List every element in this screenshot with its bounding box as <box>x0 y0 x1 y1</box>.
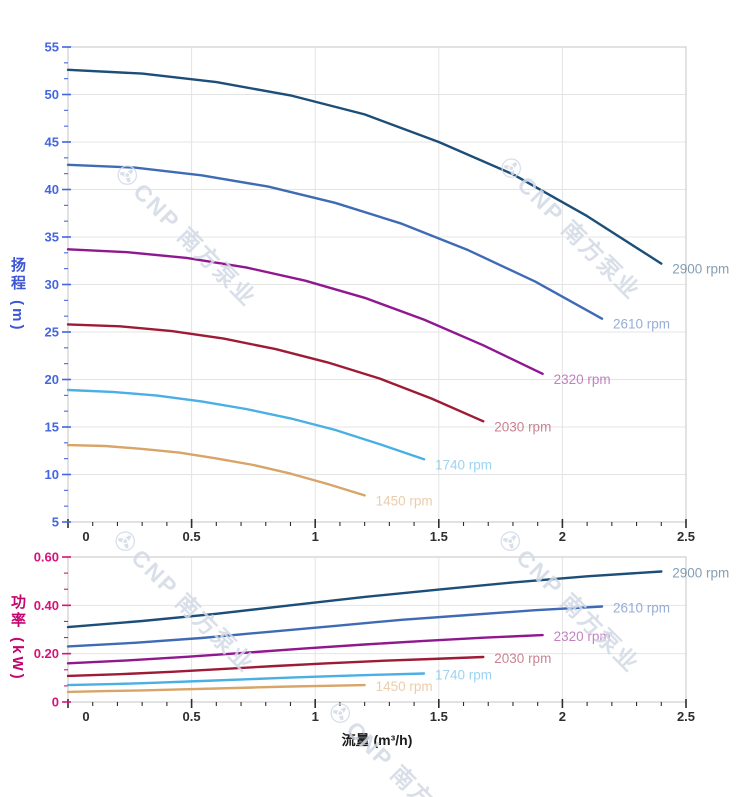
power-flow-plot: 0 0.5 1 1.5 2 2.5 0 0.20 0.40 0.60 2900 rpm 2610 rp… <box>34 550 730 725</box>
curve-label-1740-rpm: 1740 rpm <box>435 457 492 472</box>
curve-2320-rpm <box>66 248 544 375</box>
y-tick-label: 0.60 <box>34 550 59 565</box>
curve-label-2610-rpm: 2610 rpm <box>613 601 670 616</box>
curve-2320-rpm <box>66 633 544 665</box>
x-tick-label: 0.5 <box>183 529 201 544</box>
y-tick-label: 40 <box>45 182 59 197</box>
x-tick-label: 2.5 <box>677 529 695 544</box>
y-tick-label: 0.40 <box>34 598 59 613</box>
curve-2900-rpm <box>66 570 663 629</box>
curve-2610-rpm <box>66 163 604 320</box>
power-axis-title: 功率 (kW) <box>9 594 26 682</box>
curve-label-2030-rpm: 2030 rpm <box>494 651 551 666</box>
y-tick-label: 50 <box>45 87 59 102</box>
x-tick-label: 0 <box>82 529 89 544</box>
curve-1740-rpm <box>66 388 426 461</box>
y-tick-label: 25 <box>45 325 59 340</box>
y-tick-label: 35 <box>45 230 59 245</box>
y-tick-label: 10 <box>45 467 59 482</box>
y-tick-label: 0 <box>52 695 59 710</box>
x-tick-label: 2 <box>559 529 566 544</box>
plot-frame <box>67 556 687 703</box>
y-tick-label: 5 <box>52 515 59 530</box>
y-tick-label: 55 <box>45 40 59 55</box>
curve-label-2610-rpm: 2610 rpm <box>613 317 670 332</box>
curve-2610-rpm <box>66 605 604 648</box>
x-tick-label: 1.5 <box>430 709 448 724</box>
x-tick-label: 2 <box>559 709 566 724</box>
curve-2900-rpm <box>66 68 663 265</box>
curve-label-2030-rpm: 2030 rpm <box>494 419 551 434</box>
curve-label-1740-rpm: 1740 rpm <box>435 667 492 682</box>
curve-label-1450-rpm: 1450 rpm <box>376 493 433 508</box>
curve-label-2900-rpm: 2900 rpm <box>672 566 729 581</box>
curve-2030-rpm <box>66 323 485 423</box>
head-flow-plot: 0 0.5 1 1.5 2 2.5 5 10 15 20 25 30 35 40 45 50 55 2900 rp… <box>45 40 730 545</box>
curve-label-1450-rpm: 1450 rpm <box>376 679 433 694</box>
curve-label-2320-rpm: 2320 rpm <box>554 372 611 387</box>
y-axis-ticks <box>62 46 71 523</box>
x-axis-ticks <box>67 519 687 528</box>
x-tick-label: 1 <box>312 529 319 544</box>
y-tick-label: 15 <box>45 420 59 435</box>
x-tick-label: 0 <box>82 709 89 724</box>
y-tick-label: 30 <box>45 277 59 292</box>
flow-axis-title: 流量 (m³/h) <box>341 732 413 748</box>
y-tick-label: 0.20 <box>34 646 59 661</box>
y-tick-label: 20 <box>45 372 59 387</box>
x-tick-label: 0.5 <box>183 709 201 724</box>
curve-1450-rpm <box>66 443 366 497</box>
x-axis-ticks <box>67 699 687 708</box>
y-axis-ticks <box>62 556 71 703</box>
x-tick-label: 2.5 <box>677 709 695 724</box>
x-tick-label: 1 <box>312 709 319 724</box>
head-axis-title: 扬程 (m) <box>9 257 26 333</box>
curve-1450-rpm <box>66 683 366 694</box>
gridlines <box>68 47 686 522</box>
curve-label-2900-rpm: 2900 rpm <box>672 262 729 277</box>
curve-label-2320-rpm: 2320 rpm <box>554 629 611 644</box>
x-tick-label: 1.5 <box>430 529 448 544</box>
curve-2030-rpm <box>66 655 485 678</box>
curve-1740-rpm <box>66 672 426 687</box>
y-tick-label: 45 <box>45 135 59 150</box>
